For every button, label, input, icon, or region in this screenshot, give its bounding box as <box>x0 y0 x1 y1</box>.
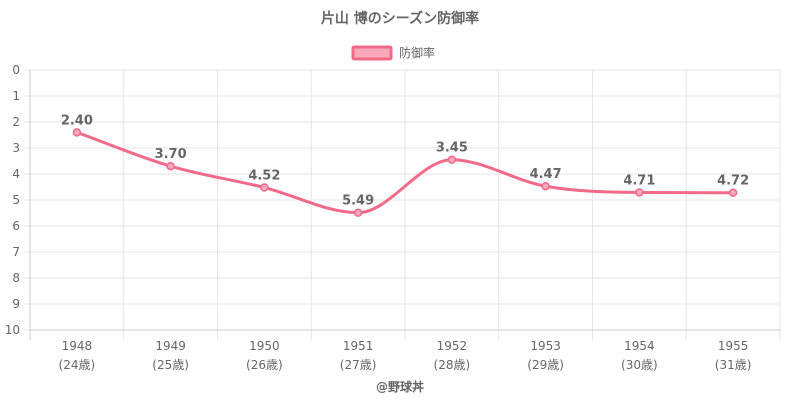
series-line-era <box>76 130 734 215</box>
x-tick-sublabel: (31歳) <box>715 358 752 372</box>
data-point[interactable] <box>166 161 175 171</box>
data-point[interactable] <box>728 188 738 197</box>
y-tick-label: 3 <box>12 141 20 155</box>
data-point[interactable] <box>353 208 363 217</box>
y-tick-label: 7 <box>12 245 20 259</box>
legend-swatch <box>351 45 393 61</box>
legend-label: 防御率 <box>399 45 435 60</box>
x-tick-sublabel: (25歳) <box>152 358 189 372</box>
x-tick-label: 1949 <box>155 339 186 353</box>
y-tick-label: 0 <box>12 63 20 77</box>
data-label: 2.40 <box>61 113 93 128</box>
data-label: 5.49 <box>342 194 374 209</box>
x-axis: 1948 (24歳) 1949 (25歳) 1950 (26歳) 1951 (27歳) 1952… <box>59 339 752 372</box>
data-point[interactable] <box>260 183 269 192</box>
y-tick-label: 9 <box>12 297 20 311</box>
y-tick-label: 6 <box>12 219 20 233</box>
data-point[interactable] <box>72 128 82 137</box>
x-tick-sublabel: (29歳) <box>527 358 564 372</box>
x-tick-label: 1948 <box>62 339 93 353</box>
y-tick-label: 5 <box>12 193 20 207</box>
y-tick-label: 8 <box>12 271 20 285</box>
x-tick-label: 1951 <box>343 339 374 353</box>
x-tick-sublabel: (28歳) <box>434 358 471 372</box>
y-axis: 0 1 2 3 4 5 6 7 8 9 10 <box>5 63 20 337</box>
data-point[interactable] <box>447 155 457 164</box>
x-tick-label: 1952 <box>437 339 468 353</box>
data-label: 4.47 <box>530 167 562 182</box>
x-tick-sublabel: (30歳) <box>621 358 658 372</box>
x-tick-label: 1950 <box>249 339 280 353</box>
legend[interactable]: 防御率 <box>351 45 435 61</box>
y-tick-label: 1 <box>12 89 20 103</box>
chart-title: 片山 博のシーズン防御率 <box>321 10 479 27</box>
data-label: 4.52 <box>248 169 280 184</box>
x-tick-sublabel: (26歳) <box>246 358 283 372</box>
x-tick-label: 1954 <box>624 339 655 353</box>
y-tick-label: 4 <box>12 167 20 181</box>
data-points <box>72 128 738 217</box>
grid <box>24 69 781 340</box>
x-tick-sublabel: (27歳) <box>340 358 377 372</box>
credit-text: @野球丼 <box>376 379 424 394</box>
data-labels: 2.40 3.70 4.52 5.49 3.45 4.47 4.71 4.72 <box>61 113 749 208</box>
x-tick-label: 1953 <box>530 339 561 353</box>
data-label: 3.45 <box>436 141 468 156</box>
data-label: 4.72 <box>717 174 749 189</box>
data-label: 4.71 <box>623 173 655 188</box>
x-tick-sublabel: (24歳) <box>59 358 96 372</box>
data-point[interactable] <box>541 181 550 191</box>
x-tick-label: 1955 <box>718 339 749 353</box>
data-point[interactable] <box>635 188 644 197</box>
data-label: 3.70 <box>155 147 187 162</box>
y-tick-label: 2 <box>12 115 20 129</box>
y-tick-label: 10 <box>5 323 20 337</box>
